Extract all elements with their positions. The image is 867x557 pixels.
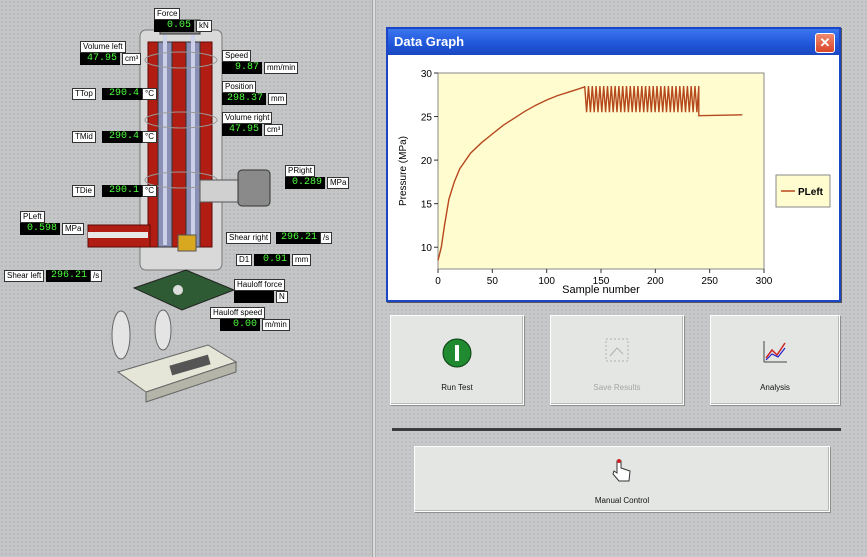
close-icon[interactable]: ✕ bbox=[815, 33, 835, 53]
pressure-chart: 0 50 100 150 200 250 300 10 15 20 25 30 Sample numb… bbox=[398, 69, 831, 296]
manual-control-label: Manual Control bbox=[594, 496, 650, 505]
legend-entry-pleft: PLeft bbox=[798, 187, 824, 198]
hauloff-force-label: Hauloff force bbox=[234, 279, 286, 291]
tdie-unit: °C bbox=[142, 185, 157, 197]
volume-left-value: 47.95 bbox=[80, 53, 120, 65]
analysis-button[interactable]: Analysis bbox=[710, 315, 840, 405]
graph-window-title: Data Graph bbox=[388, 29, 839, 55]
position-unit: mm bbox=[268, 93, 288, 105]
series-line-pleft bbox=[437, 86, 743, 261]
hauloff-speed-label: Hauloff speed bbox=[210, 307, 266, 319]
pright-unit: MPa bbox=[327, 177, 350, 189]
analysis-chart-icon bbox=[763, 341, 787, 363]
separator bbox=[392, 428, 841, 431]
tdie-label: TDie bbox=[72, 185, 95, 197]
run-test-button[interactable]: Run Test bbox=[390, 315, 524, 405]
y-tick-label: 25 bbox=[421, 113, 433, 124]
y-tick-label: 30 bbox=[421, 69, 433, 80]
speed-value: 9.87 bbox=[222, 62, 262, 74]
hand-pointer-icon bbox=[612, 459, 631, 482]
x-tick-label: 50 bbox=[487, 276, 499, 287]
pright-label: PRight bbox=[285, 165, 316, 177]
y-tick-label: 20 bbox=[421, 156, 433, 167]
y-tick-label: 10 bbox=[421, 243, 433, 254]
save-results-icon bbox=[605, 338, 629, 362]
shear-right-label: Shear right bbox=[226, 232, 272, 244]
hauloff-force-unit: N bbox=[276, 291, 288, 303]
x-tick-label: 250 bbox=[701, 276, 718, 287]
pleft-value: 0.598 bbox=[20, 223, 60, 235]
shear-right-value: 296.21 bbox=[276, 232, 320, 244]
machine-diagram-panel: Force 0.05 kN Volume left 47.95 cm³ Spee… bbox=[0, 0, 372, 557]
hauloff-speed-unit: m/min bbox=[262, 319, 290, 331]
save-results-label: Save Results bbox=[593, 383, 641, 392]
hauloff-force-value bbox=[234, 291, 274, 303]
run-test-label: Run Test bbox=[441, 383, 473, 392]
volume-left-unit: cm³ bbox=[122, 53, 142, 65]
hauloff-speed-value: 0.00 bbox=[220, 319, 260, 331]
speed-label: Speed bbox=[222, 50, 252, 62]
d1-unit: mm bbox=[292, 254, 312, 266]
shear-left-unit: /s bbox=[90, 270, 103, 282]
ttop-value: 290.4 bbox=[102, 88, 142, 100]
d1-value: 0.91 bbox=[254, 254, 290, 266]
manual-control-button[interactable]: Manual Control bbox=[414, 446, 830, 512]
pleft-unit: MPa bbox=[62, 223, 85, 235]
ttop-label: TTop bbox=[72, 88, 96, 100]
volume-right-unit: cm³ bbox=[264, 124, 284, 136]
x-tick-label: 0 bbox=[435, 276, 441, 287]
x-tick-label: 200 bbox=[647, 276, 664, 287]
x-tick-label: 300 bbox=[756, 276, 773, 287]
power-icon bbox=[442, 338, 472, 368]
shear-left-label: Shear left bbox=[4, 270, 45, 282]
analysis-label: Analysis bbox=[760, 383, 790, 392]
tmid-label: TMid bbox=[72, 131, 96, 143]
speed-unit: mm/min bbox=[264, 62, 299, 74]
shear-left-value: 296.21 bbox=[46, 270, 90, 282]
tmid-value: 290.4 bbox=[102, 131, 142, 143]
tdie-value: 290.1 bbox=[102, 185, 142, 197]
data-graph-window: Data Graph ✕ 0 50 100 150 200 250 300 10 15 20 25 3… bbox=[386, 27, 841, 302]
x-axis-label: Sample number bbox=[562, 284, 640, 296]
save-results-button[interactable]: Save Results bbox=[550, 315, 684, 405]
force-label: Force bbox=[154, 8, 181, 20]
volume-right-label: Volume right bbox=[222, 112, 273, 124]
volume-left-label: Volume left bbox=[80, 41, 126, 53]
y-axis-label: Pressure (MPa) bbox=[398, 136, 409, 206]
position-value: 298.37 bbox=[222, 93, 266, 105]
tmid-unit: °C bbox=[142, 131, 157, 143]
x-tick-label: 150 bbox=[593, 276, 610, 287]
shear-right-unit: /s bbox=[320, 232, 333, 244]
volume-right-value: 47.95 bbox=[222, 124, 262, 136]
pright-value: 0.289 bbox=[285, 177, 325, 189]
force-unit: kN bbox=[196, 20, 212, 32]
force-value: 0.05 bbox=[154, 20, 194, 32]
pleft-label: PLeft bbox=[20, 211, 45, 223]
position-label: Position bbox=[222, 81, 257, 93]
y-tick-label: 15 bbox=[421, 200, 433, 211]
rheometer-schematic bbox=[87, 19, 271, 403]
x-tick-label: 100 bbox=[538, 276, 555, 287]
ttop-unit: °C bbox=[142, 88, 157, 100]
panel-splitter[interactable] bbox=[372, 0, 376, 557]
d1-label: D1 bbox=[236, 254, 253, 266]
